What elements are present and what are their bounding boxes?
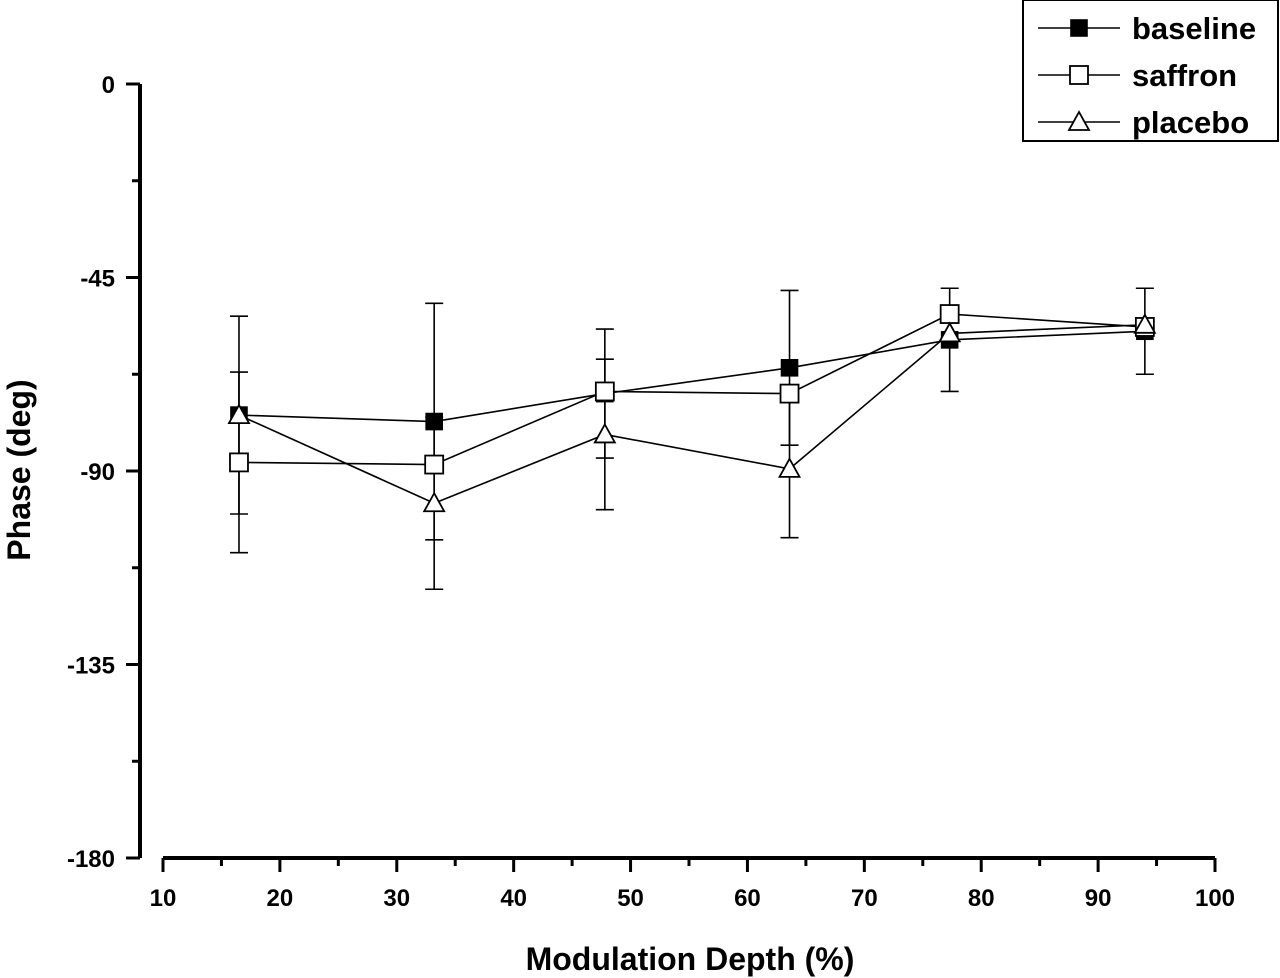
y-tick-label: -180 (67, 846, 115, 873)
data-point-baseline (780, 358, 799, 377)
y-tick-label: -135 (67, 653, 115, 680)
series-lines (238, 313, 1145, 505)
x-tick-label: 70 (851, 885, 878, 912)
data-point-placebo (1133, 312, 1157, 334)
error-bars (229, 287, 1154, 591)
data-point-placebo (593, 422, 617, 444)
x-tick-label: 30 (383, 885, 410, 912)
x-tick-label: 100 (1195, 885, 1235, 912)
y-axis-title: Phase (deg) (1, 379, 37, 560)
y-tick-label: -45 (80, 266, 115, 293)
data-point-baseline (425, 412, 443, 431)
series-line-baseline (238, 330, 1145, 423)
x-tick-label: 10 (150, 885, 177, 912)
data-point-saffron (779, 383, 800, 404)
x-tick-label: 60 (734, 885, 761, 912)
y-tick-label: 0 (102, 72, 115, 99)
data-point-placebo (227, 403, 251, 425)
legend: baseline saffron placebo (1022, 0, 1279, 142)
x-tick-label: 20 (267, 885, 294, 912)
axes: 10 20 30 40 50 60 70 80 90 100 0 -45 -90 -135 -180 (67, 72, 1235, 912)
series-line-placebo (238, 324, 1145, 505)
legend-marker-saffron (1069, 65, 1089, 85)
x-axis-title: Modulation Depth (%) (526, 941, 855, 977)
legend-marker-baseline (1070, 19, 1088, 37)
legend-box (1022, 0, 1279, 142)
data-point-saffron (939, 304, 960, 324)
legend-marker-placebo (1067, 110, 1091, 131)
series-markers (227, 304, 1157, 513)
data-point-saffron (594, 381, 615, 402)
x-tick-label: 90 (1085, 885, 1112, 912)
data-point-placebo (938, 321, 962, 343)
x-tick-label: 50 (617, 885, 644, 912)
data-point-saffron (229, 452, 249, 473)
y-tick-label: -90 (80, 459, 115, 486)
x-tick-label: 80 (968, 885, 995, 912)
data-point-placebo (422, 491, 446, 513)
data-point-placebo (777, 456, 802, 478)
x-tick-label: 40 (500, 885, 527, 912)
legend-label-baseline: baseline (1132, 11, 1256, 46)
data-point-saffron (424, 454, 445, 475)
legend-label-placebo: placebo (1132, 105, 1249, 140)
legend-label-saffron: saffron (1132, 58, 1237, 93)
series-line-saffron (238, 313, 1145, 466)
